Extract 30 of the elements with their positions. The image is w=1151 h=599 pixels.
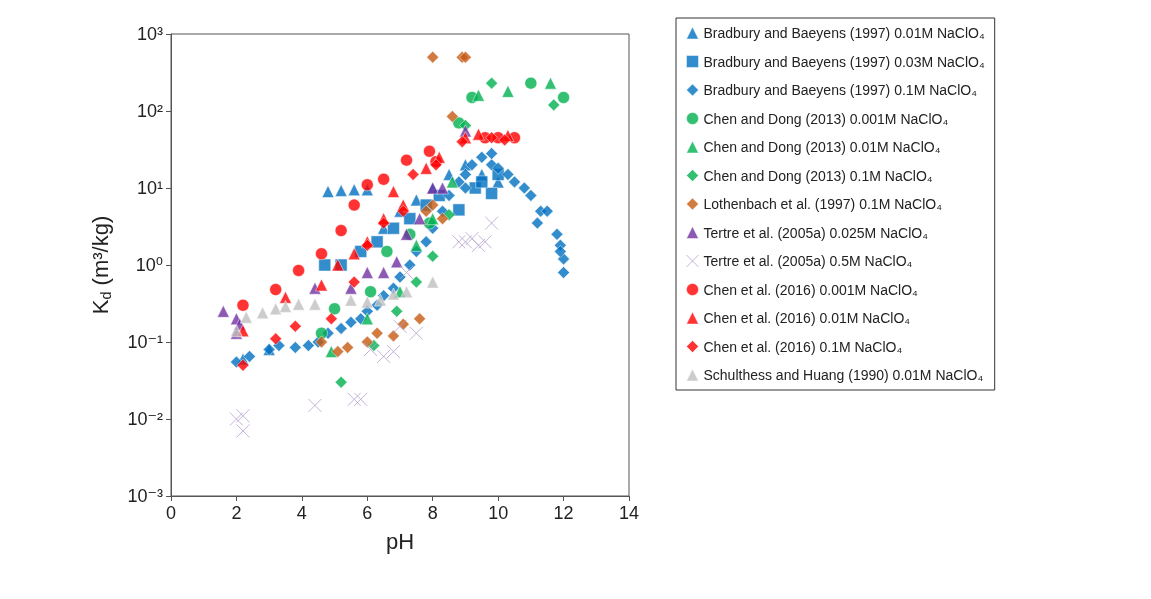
legend-label: Chen and Dong (2013) 0.001M NaClO₄ bbox=[703, 110, 949, 127]
y-tick-label: 10⁻¹ bbox=[127, 332, 163, 352]
legend-label: Tertre et al. (2005a) 0.5M NaClO₄ bbox=[703, 253, 913, 269]
y-tick-label: 10⁰ bbox=[135, 255, 163, 275]
x-axis-title: pH bbox=[385, 528, 415, 554]
y-tick-label: 10⁻³ bbox=[127, 486, 163, 506]
y-tick-label: 10³ bbox=[136, 24, 164, 44]
y-tick-label: 10⁻² bbox=[127, 409, 163, 429]
legend-label: Chen et al. (2016) 0.1M NaClO₄ bbox=[703, 338, 903, 355]
x-tick-label: 4 bbox=[296, 503, 307, 523]
legend-label: Chen and Dong (2013) 0.01M NaClO₄ bbox=[703, 139, 941, 155]
x-tick-label: 10 bbox=[488, 503, 509, 523]
x-tick-label: 2 bbox=[231, 503, 242, 523]
legend-label: Bradbury and Baeyens (1997) 0.01M NaClO₄ bbox=[703, 25, 985, 41]
x-tick-label: 12 bbox=[553, 503, 574, 523]
x-tick-label: 8 bbox=[427, 503, 438, 523]
y-axis-title: Kd (m³/kg) bbox=[88, 215, 114, 315]
x-tick-label: 0 bbox=[165, 503, 177, 523]
x-tick-label: 6 bbox=[362, 503, 373, 523]
legend-label: Lothenbach et al. (1997) 0.1M NaClO₄ bbox=[703, 196, 943, 212]
legend-label: Chen et al. (2016) 0.01M NaClO₄ bbox=[703, 310, 911, 326]
x-tick-label: 14 bbox=[618, 503, 640, 523]
legend-label: Tertre et al. (2005a) 0.025M NaClO₄ bbox=[703, 224, 929, 241]
legend-label: Bradbury and Baeyens (1997) 0.1M NaClO₄ bbox=[703, 82, 978, 98]
y-tick-label: 10² bbox=[136, 101, 164, 121]
y-tick-label: 10¹ bbox=[136, 178, 164, 198]
legend-label: Chen et al. (2016) 0.001M NaClO₄ bbox=[703, 281, 919, 298]
legend-label: Chen and Dong (2013) 0.1M NaClO₄ bbox=[703, 167, 933, 184]
legend-label: Bradbury and Baeyens (1997) 0.03M NaClO₄ bbox=[703, 53, 985, 70]
legend-label: Schulthess and Huang (1990) 0.01M NaClO₄ bbox=[703, 367, 984, 383]
